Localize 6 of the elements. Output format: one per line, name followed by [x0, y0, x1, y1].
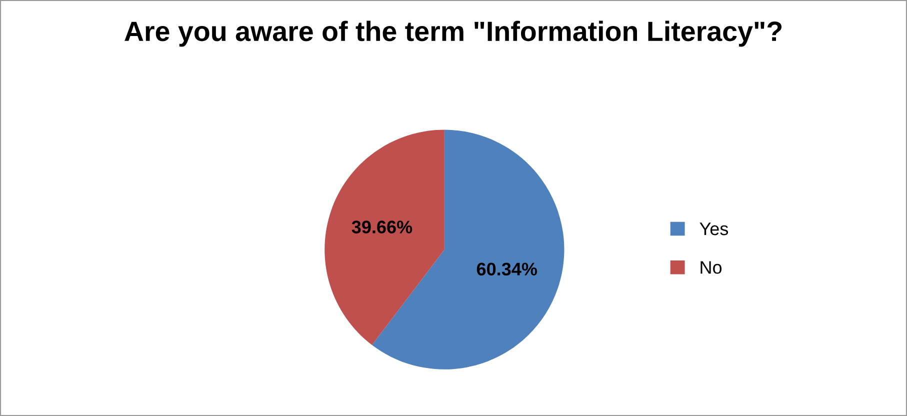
data-label: 39.66% — [352, 220, 412, 234]
chart-title: Are you aware of the term "Information Literacy"? — [124, 20, 782, 47]
legend-label: Yes — [700, 222, 728, 236]
legend-label: No — [700, 261, 722, 274]
data-label: 60.34% — [476, 262, 538, 276]
pie-slice — [324, 130, 444, 345]
